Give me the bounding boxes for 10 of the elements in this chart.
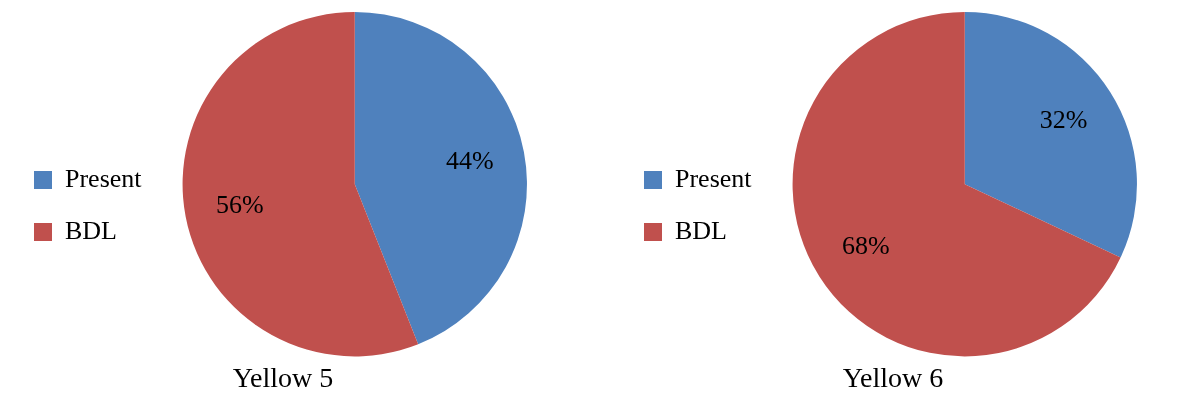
legend-label: BDL: [65, 215, 117, 245]
legend-label: BDL: [675, 215, 727, 245]
data-label: 32%: [1039, 105, 1088, 135]
legend-label: Present: [65, 163, 143, 193]
text: Yellow 5: [232, 361, 334, 393]
data-label: 68%: [842, 230, 890, 260]
text: Yellow 6: [842, 361, 944, 393]
legend-label: Present: [675, 163, 753, 193]
data-label: 56%: [215, 189, 264, 219]
data-label: 44%: [445, 146, 494, 176]
